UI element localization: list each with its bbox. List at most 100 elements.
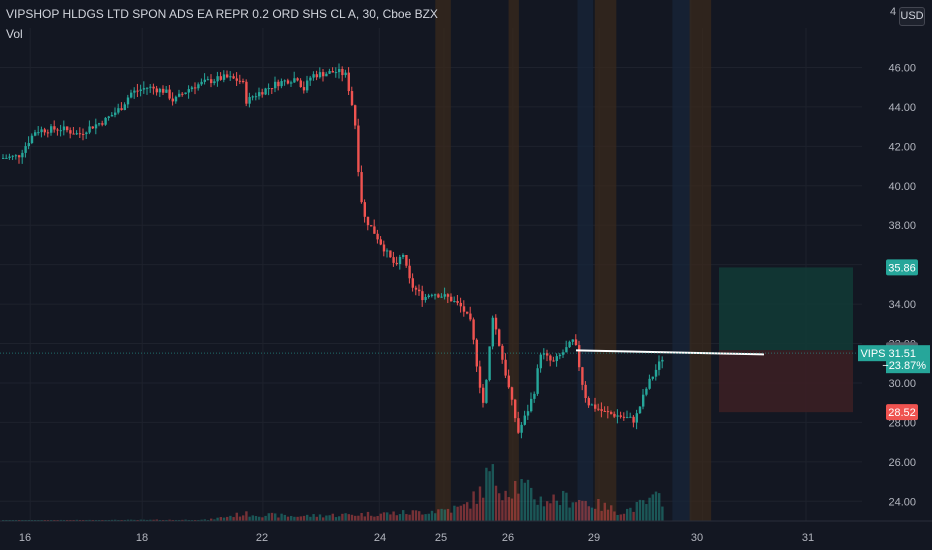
- volume-bar: [229, 515, 232, 521]
- candle: [619, 415, 622, 417]
- candle: [430, 294, 434, 296]
- time-axis[interactable]: 16 18 22 24 25 26 29 30 31: [0, 520, 932, 550]
- candle: [376, 233, 379, 240]
- candle: [232, 76, 235, 79]
- volume-bar: [504, 490, 507, 521]
- candle: [184, 92, 187, 95]
- candle: [642, 394, 645, 407]
- candle: [357, 125, 360, 173]
- candle: [517, 418, 520, 433]
- volume-bar: [536, 504, 539, 521]
- candle: [226, 74, 229, 78]
- candle: [56, 129, 59, 131]
- candle: [155, 88, 158, 93]
- candle: [309, 77, 312, 81]
- candle: [533, 393, 536, 399]
- candle: [411, 278, 414, 288]
- y-tick-label: 26.00: [888, 457, 916, 469]
- volume-bar: [494, 485, 498, 521]
- candle: [571, 339, 574, 342]
- candle: [443, 294, 446, 297]
- candle: [8, 156, 11, 158]
- candle: [360, 172, 363, 203]
- candle: [414, 287, 418, 290]
- volume-bar: [392, 511, 395, 521]
- candle: [392, 257, 395, 263]
- candle: [130, 92, 133, 98]
- risk-reward-zone[interactable]: [719, 267, 853, 413]
- candle: [283, 80, 286, 82]
- price-axis[interactable]: 24.0026.0028.0030.0032.0034.0036.0038.00…: [862, 0, 932, 550]
- x-tick-label: 24: [374, 532, 386, 544]
- x-tick-label: 16: [19, 532, 31, 544]
- volume-bar: [661, 506, 664, 521]
- volume-bar: [222, 517, 226, 521]
- candle: [190, 87, 194, 90]
- volume-bar: [133, 519, 136, 521]
- volume-bar: [645, 504, 648, 521]
- candle: [462, 306, 466, 312]
- x-tick-label: 29: [588, 532, 600, 544]
- currency-button[interactable]: USD: [899, 7, 925, 26]
- candle: [395, 262, 398, 265]
- candle: [206, 79, 210, 81]
- volume-bar: [126, 519, 130, 521]
- candle: [107, 116, 110, 118]
- price-tag: [886, 259, 918, 276]
- volume-bar: [414, 510, 418, 521]
- volume-bar: [510, 498, 514, 521]
- candle: [491, 317, 494, 347]
- candle: [18, 155, 21, 158]
- session-band: [577, 0, 594, 521]
- volume-bar: [114, 519, 117, 521]
- candle: [62, 126, 66, 131]
- volume-bar: [488, 471, 491, 521]
- volume-bar: [600, 510, 603, 521]
- candle: [584, 384, 587, 399]
- stop-zone: [719, 350, 853, 413]
- volume-bar: [248, 516, 251, 521]
- volume-bar: [75, 519, 78, 521]
- volume-bar: [315, 516, 318, 521]
- x-tick-label: 22: [256, 532, 268, 544]
- candle: [98, 123, 101, 125]
- session-band: [508, 0, 519, 521]
- volume-bar: [277, 517, 280, 521]
- candle: [635, 413, 638, 423]
- volume-indicator-label[interactable]: Vol: [6, 27, 23, 41]
- candle: [398, 256, 402, 265]
- volume-bar: [622, 513, 626, 521]
- volume-bar: [123, 519, 126, 521]
- volume-bar: [552, 494, 555, 521]
- volume-bar: [427, 513, 430, 521]
- volume-bar: [398, 514, 402, 521]
- volume-bar: [456, 506, 459, 521]
- volume-bar: [581, 500, 584, 521]
- candle: [427, 295, 430, 297]
- volume-bars: [2, 464, 664, 521]
- candle: [194, 87, 197, 89]
- candle: [59, 130, 62, 132]
- volume-bar: [424, 514, 427, 521]
- candle: [654, 369, 658, 377]
- candle: [162, 88, 165, 93]
- candle: [302, 87, 306, 91]
- candle: [245, 81, 248, 104]
- y-tick-label: 44.00: [888, 102, 916, 114]
- volume-bar: [280, 513, 283, 521]
- volume-bar: [574, 502, 578, 521]
- candle: [322, 72, 325, 77]
- trendline[interactable]: [0, 349, 862, 356]
- candle: [456, 301, 459, 303]
- candle: [200, 81, 203, 85]
- candle: [210, 79, 213, 84]
- volume-bar: [242, 515, 245, 521]
- volume-bar: [360, 512, 363, 521]
- volume-bar: [402, 510, 405, 521]
- candle: [520, 424, 523, 433]
- candle: [120, 108, 123, 111]
- volume-bar: [184, 519, 187, 521]
- candle: [203, 79, 206, 82]
- volume-bar: [571, 502, 574, 521]
